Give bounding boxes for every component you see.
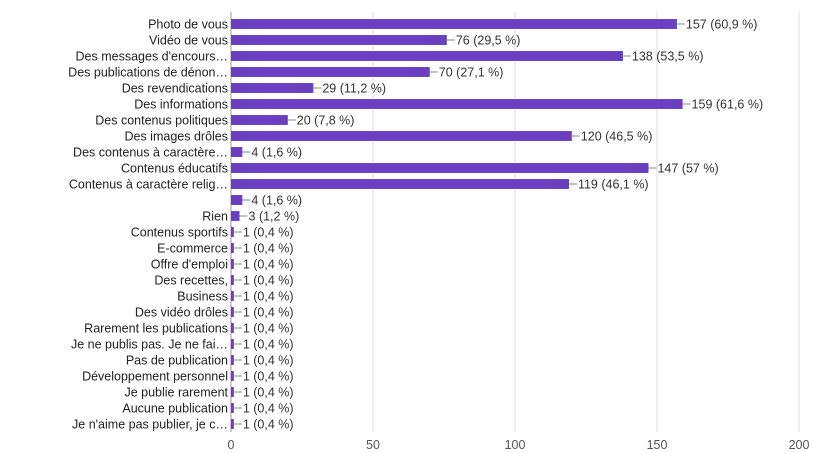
x-tick-label: 100: [505, 438, 526, 452]
value-label: 1 (0,4 %): [243, 417, 294, 431]
value-label: 70 (27,1 %): [439, 65, 504, 79]
value-label: 1 (0,4 %): [243, 353, 294, 367]
value-labels: 157 (60,9 %) 76 (29,5 %) 138 (53,5 %) 70 (2…: [233, 17, 764, 431]
value-label: 1 (0,4 %): [243, 289, 294, 303]
category-label: Des contenus politiques: [95, 113, 228, 127]
bar: [231, 35, 447, 45]
category-label: Je n'aime pas publier, je c…: [72, 417, 228, 431]
x-axis-ticks: 0 50 100 150 200: [228, 438, 810, 452]
category-label: Vidéo de vous: [149, 33, 228, 47]
bars: [231, 19, 683, 429]
value-label: 1 (0,4 %): [243, 321, 294, 335]
category-label: Offre d'emploi: [151, 257, 228, 271]
value-label: 1 (0,4 %): [243, 369, 294, 383]
bar: [231, 259, 234, 269]
bar: [231, 51, 623, 61]
value-label: 20 (7,8 %): [297, 113, 355, 127]
bar: [231, 355, 234, 365]
category-label: Aucune publication: [122, 401, 228, 415]
category-label: Je ne publis pas. Je ne fai…: [71, 337, 228, 351]
value-label: 159 (61,6 %): [692, 97, 764, 111]
bar: [231, 131, 572, 141]
category-label: Des images drôles: [124, 129, 228, 143]
bar: [231, 243, 234, 253]
category-label: Des revendications: [122, 81, 228, 95]
category-label: Rien: [202, 209, 228, 223]
category-label: Contenus à caractère relig…: [69, 177, 228, 191]
bar: [231, 419, 234, 429]
bar: [231, 227, 234, 237]
value-label: 29 (11,2 %): [322, 81, 386, 95]
category-label: Contenus éducatifs: [121, 161, 228, 175]
value-label: 120 (46,5 %): [581, 129, 653, 143]
bar: [231, 291, 234, 301]
bar: [231, 83, 314, 93]
bar: [231, 147, 243, 157]
bar: [231, 387, 234, 397]
bar: [231, 403, 234, 413]
category-label: Je publie rarement: [124, 385, 228, 399]
value-label: 147 (57 %): [657, 161, 718, 175]
category-label: E-commerce: [157, 241, 228, 255]
bar: [231, 195, 243, 205]
bar: [231, 115, 288, 125]
x-tick-label: 150: [647, 438, 668, 452]
value-label: 4 (1,6 %): [251, 145, 302, 159]
bar: [231, 67, 430, 77]
value-label: 1 (0,4 %): [243, 401, 294, 415]
value-label: 76 (29,5 %): [456, 33, 521, 47]
category-label: Développement personnel: [82, 369, 228, 383]
category-label: Des publications de dénon…: [68, 65, 228, 79]
bar: [231, 163, 649, 173]
category-label: Business: [177, 289, 228, 303]
category-label: Contenus sportifs: [131, 225, 228, 239]
value-label: 1 (0,4 %): [243, 337, 294, 351]
bar: [231, 275, 234, 285]
category-label: Photo de vous: [148, 17, 228, 31]
value-label: 138 (53,5 %): [632, 49, 704, 63]
value-label: 3 (1,2 %): [249, 209, 300, 223]
value-label: 4 (1,6 %): [251, 193, 302, 207]
category-label: Des recettes,: [154, 273, 228, 287]
bar: [231, 179, 569, 189]
bar: [231, 307, 234, 317]
value-label: 157 (60,9 %): [686, 17, 758, 31]
value-label: 1 (0,4 %): [243, 273, 294, 287]
bar: [231, 211, 240, 221]
bar: [231, 323, 234, 333]
value-label: 119 (46,1 %): [578, 177, 649, 191]
category-label: Des vidéo drôles: [135, 305, 228, 319]
value-label: 1 (0,4 %): [243, 241, 294, 255]
bar: [231, 19, 677, 29]
category-label: Des messages d'encours…: [76, 49, 228, 63]
x-tick-label: 0: [228, 438, 235, 452]
category-labels: Photo de vous Vidéo de vous Des messages d…: [68, 17, 228, 431]
category-label: Rarement les publications: [84, 321, 228, 335]
bar: [231, 99, 683, 109]
bar: [231, 339, 234, 349]
value-label: 1 (0,4 %): [243, 305, 294, 319]
value-label: 1 (0,4 %): [243, 257, 294, 271]
category-label: Des informations: [134, 97, 228, 111]
value-label: 1 (0,4 %): [243, 385, 294, 399]
x-tick-label: 200: [789, 438, 810, 452]
x-tick-label: 50: [366, 438, 380, 452]
category-label: Des contenus à caractère…: [73, 145, 228, 159]
bar: [231, 371, 234, 381]
value-label: 1 (0,4 %): [243, 225, 294, 239]
category-label: Pas de publication: [126, 353, 228, 367]
